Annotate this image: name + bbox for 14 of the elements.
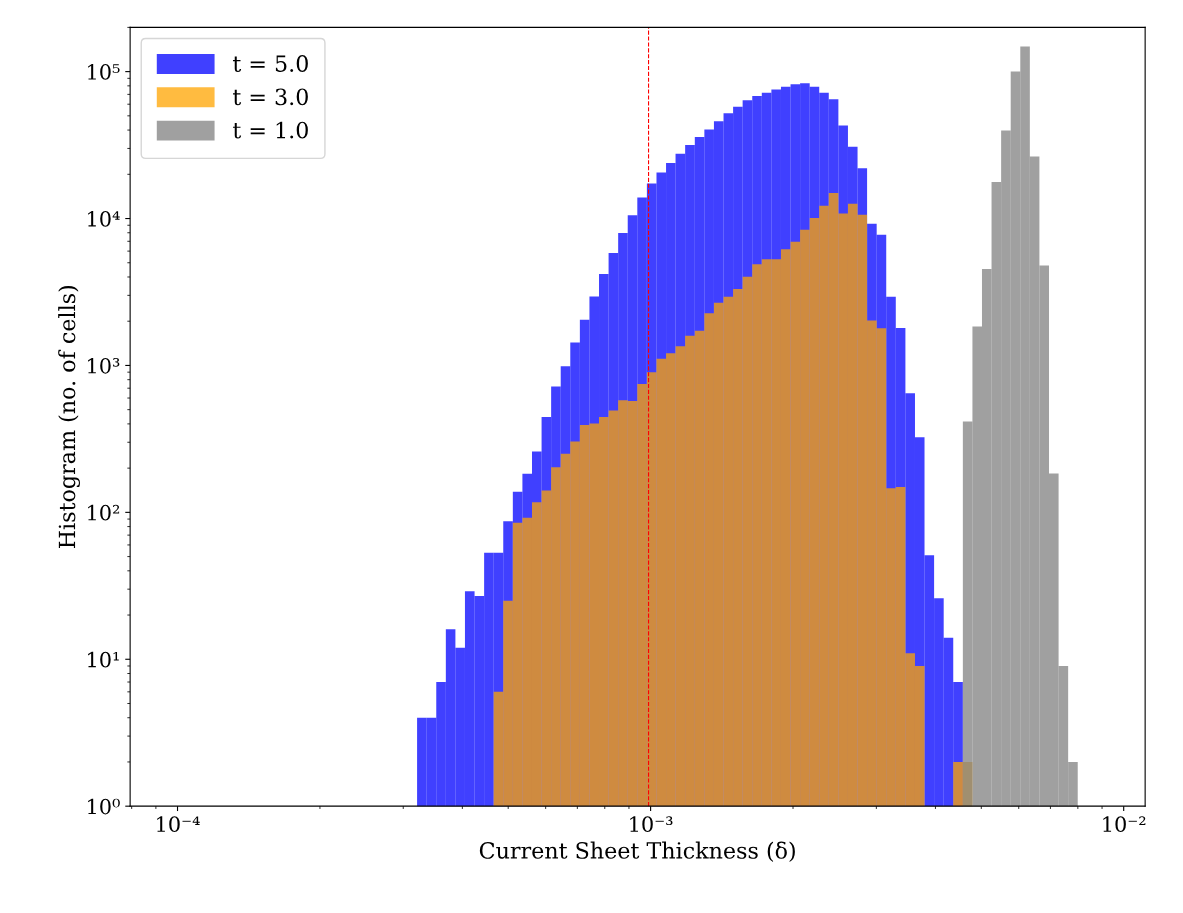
- y-tick-label: 10⁵: [88, 64, 120, 80]
- y-tick-label: 10¹: [88, 651, 119, 668]
- y-tick-label: 10³: [88, 357, 120, 374]
- x-axis-title: Current Sheet Thickness (δ): [479, 841, 795, 862]
- y-tick-label: 10²: [88, 504, 120, 521]
- legend-label: t = 3.0: [232, 88, 308, 106]
- x-tick-label: 10⁻²: [1103, 816, 1146, 833]
- y-axis-title: Histogram (no. of cells): [58, 286, 80, 549]
- legend-label: t = 1.0: [232, 121, 308, 139]
- y-tick-label: 10⁴: [88, 210, 120, 227]
- legend-label: t = 5.0: [232, 55, 308, 72]
- y-tick-label: 10⁰: [88, 798, 120, 815]
- x-tick-label: 10⁻³: [630, 816, 673, 833]
- x-tick-label: 10⁻⁴: [157, 816, 200, 833]
